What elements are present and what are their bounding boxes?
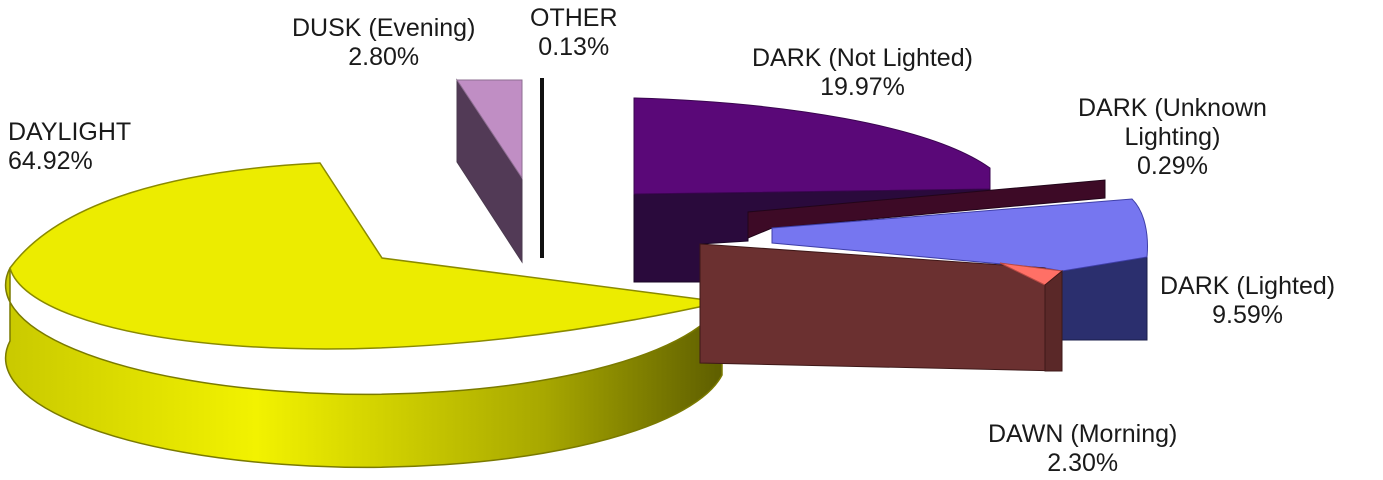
label-dark-not-lighted-pct: 19.97%: [820, 73, 905, 101]
slice-other[interactable]: [540, 78, 544, 258]
label-dawn-pct: 2.30%: [1047, 449, 1119, 477]
slice-daylight-side: [4, 267, 723, 469]
label-dark-unknown-line2: Lighting): [1124, 123, 1221, 151]
slice-dark-unknown[interactable]: [747, 179, 1106, 239]
label-daylight: DAYLIGHT 64.92%: [8, 118, 131, 176]
label-dawn-name: DAWN (Morning): [988, 420, 1178, 448]
label-daylight-pct: 64.92%: [8, 147, 93, 175]
label-dark-not-lighted-name: DARK (Not Lighted): [752, 44, 973, 72]
slice-dawn-side: [1044, 269, 1063, 372]
label-dark-unknown: DARK (Unknown Lighting) 0.29%: [1078, 94, 1267, 181]
label-dark-unknown-pct: 0.29%: [1137, 152, 1208, 180]
label-dark-not-lighted: DARK (Not Lighted) 19.97%: [752, 44, 973, 102]
label-dusk-name: DUSK (Evening): [292, 14, 476, 42]
slice-dark-not-lighted-top: [633, 97, 991, 195]
slice-dark-lighted-side: [1061, 256, 1148, 341]
label-dark-lighted: DARK (Lighted) 9.59%: [1160, 272, 1335, 330]
slice-dusk-top: [456, 79, 523, 180]
slice-dark-unknown-shape: [747, 179, 1106, 239]
label-daylight-name: DAYLIGHT: [8, 118, 132, 146]
label-dark-lighted-pct: 9.59%: [1212, 301, 1283, 329]
label-other-name: OTHER: [530, 4, 618, 32]
label-dark-unknown-line1: DARK (Unknown: [1078, 94, 1267, 122]
label-dawn: DAWN (Morning) 2.30%: [988, 420, 1177, 478]
slice-daylight[interactable]: [4, 162, 723, 469]
slice-dawn[interactable]: [699, 243, 1064, 372]
label-other: OTHER 0.13%: [530, 4, 618, 62]
label-other-pct: 0.13%: [538, 33, 610, 61]
label-dark-lighted-name: DARK (Lighted): [1160, 272, 1336, 300]
label-dusk: DUSK (Evening) 2.80%: [292, 14, 475, 72]
slice-other-side: [540, 78, 544, 258]
slice-daylight-top: [9, 162, 723, 350]
label-dusk-pct: 2.80%: [348, 43, 420, 71]
slice-dusk[interactable]: [456, 78, 523, 264]
